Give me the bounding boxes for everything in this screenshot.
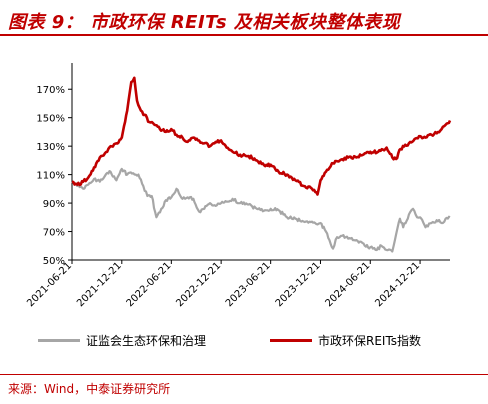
y-tick-label: 90%	[43, 199, 65, 210]
x-tick-label: 2023-06-21	[224, 260, 273, 309]
y-tick-label: 130%	[36, 142, 65, 153]
x-tick-label: 2022-06-21	[125, 260, 174, 309]
y-tick-label: 70%	[43, 228, 65, 239]
series-line-reits-index	[71, 76, 452, 196]
legend-swatch-gray	[38, 339, 80, 342]
legend-label-gray: 证监会生态环保和治理	[86, 334, 207, 348]
x-tick-label: 2024-06-21	[324, 260, 373, 309]
chart-legend: 证监会生态环保和治理 市政环保REITs指数	[38, 330, 478, 350]
x-tick-label: 2023-12-21	[274, 260, 323, 309]
x-tick-label: 2022-12-21	[174, 260, 223, 309]
title-divider	[0, 34, 488, 36]
figure-title: 图表 9： 市政环保 REITs 及相关板块整体表现	[8, 12, 401, 33]
y-tick-label: 170%	[36, 85, 65, 96]
legend-swatch-red	[270, 339, 312, 342]
x-tick-label: 2021-06-21	[25, 260, 74, 309]
line-chart: 50% 70% 90% 110% 130% 150% 170% 2021-06-21 2021-…	[25, 63, 452, 309]
source-note: 来源：Wind，中泰证券研究所	[8, 382, 171, 396]
x-tick-label: 2024-12-21	[373, 260, 422, 309]
y-tick-label: 150%	[36, 114, 65, 125]
series-line-eco-env	[71, 167, 451, 253]
y-tick-label: 110%	[36, 171, 65, 182]
x-tick-label: 2021-12-21	[75, 260, 124, 309]
source-divider	[0, 374, 488, 375]
y-tick-label: 50%	[43, 256, 65, 267]
legend-label-red: 市政环保REITs指数	[318, 334, 422, 348]
